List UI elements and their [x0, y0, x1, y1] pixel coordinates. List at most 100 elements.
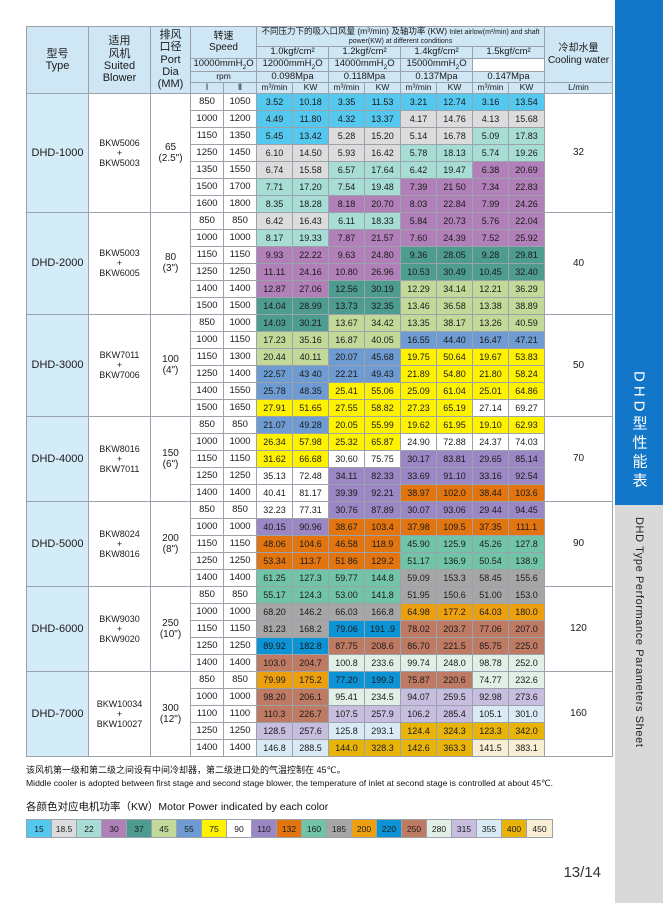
airflow-cell: 66.03 [328, 602, 366, 621]
model-cell: DHD-1000 [26, 92, 89, 213]
header-speed-cn: 转速 [213, 31, 234, 43]
rpm-stage-2-cell: 1400 [222, 738, 258, 757]
airflow-cell: 6.42 [256, 211, 294, 230]
airflow-cell: 33.69 [400, 466, 438, 485]
power-cell: 85.14 [508, 449, 546, 468]
table-row: 1400 1400 40.41 81.17 39.39 92.21 38.97 102.0 38… [27, 483, 613, 502]
header-pressure-mmh2o-1: 10000mmH2O [189, 57, 258, 72]
airflow-cell: 30.60 [328, 449, 366, 468]
airflow-cell: 92.98 [472, 687, 510, 706]
blower-cell: BKW8016 + BKW7011 [88, 415, 151, 502]
power-cell: 257.6 [292, 721, 330, 740]
model-cell: DHD-3000 [26, 313, 89, 417]
airflow-cell: 79.99 [256, 670, 294, 689]
table-row: 1400 1400 146.8 288.5 144.0 328.3 142.6 363.3 14… [27, 738, 613, 757]
rpm-stage-1-cell: 1000 [190, 109, 224, 128]
power-cell: 65.87 [364, 432, 402, 451]
spec-sheet: 型号 Type 适用 风机 Suited Blower 排风 口径 Port D… [26, 25, 614, 839]
power-cell: 207.0 [508, 619, 546, 638]
power-cell: 13.54 [508, 92, 546, 111]
note-line-en: Middle cooler is adopted between first s… [26, 778, 554, 789]
airflow-cell: 38.97 [400, 483, 438, 502]
rpm-stage-1-cell: 1100 [190, 704, 224, 723]
airflow-cell: 51.00 [472, 585, 510, 604]
power-cell: 19.33 [292, 228, 330, 247]
table-row: 1000 1000 68.20 146.2 66.03 166.8 64.98 177.2 64… [27, 602, 613, 621]
table-row: 1350 1550 6.74 15.58 6.57 17.64 6.42 19.47 6.38 2… [27, 160, 613, 179]
header-speed: 转速 Speed [189, 26, 258, 59]
power-cell: 20.70 [364, 194, 402, 213]
airflow-cell: 5.76 [472, 211, 510, 230]
legend-swatch: 18.5 [52, 820, 77, 838]
airflow-cell: 25.01 [472, 381, 510, 400]
airflow-cell: 14.04 [256, 296, 294, 315]
blower-cell: BKW9030 + BKW9020 [88, 585, 151, 672]
power-cell: 15.20 [364, 126, 402, 145]
table-row: 1500 1500 14.04 28.99 13.73 32.35 13.46 36.58 13… [27, 296, 613, 315]
table-row: 1100 1100 110.3 226.7 107.5 257.9 106.2 285.4 10… [27, 704, 613, 723]
power-cell: 136.9 [436, 551, 474, 570]
airflow-cell: 27.23 [400, 398, 438, 417]
table-row: DHD-4000 BKW8016 + BKW7011 150 (6") 850 850 21.0… [26, 415, 614, 502]
table-row: DHD-1000 BKW5006 + BKW5003 65 (2.5") 850 1050 3.… [26, 92, 614, 213]
airflow-cell: 105.1 [472, 704, 510, 723]
rpm-stage-1-cell: 1400 [190, 738, 224, 757]
airflow-cell: 98.20 [256, 687, 294, 706]
legend-swatch: 90 [227, 820, 252, 838]
airflow-cell: 53.34 [256, 551, 294, 570]
power-cell: 127.8 [508, 534, 546, 553]
header-pressure-kgf-3: 1.4kgf/cm² [400, 45, 474, 59]
blower-cell: BKW5003 + BKW6005 [88, 211, 151, 315]
table-row: 1150 1150 9.93 22.22 9.63 24.80 9.36 28.05 9.28 2… [27, 245, 613, 264]
airflow-cell: 12.21 [472, 279, 510, 298]
airflow-cell: 8.17 [256, 228, 294, 247]
power-cell: 18.13 [436, 143, 474, 162]
airflow-cell: 16.47 [472, 330, 510, 349]
power-cell: 11.53 [364, 92, 402, 111]
airflow-cell: 24.90 [400, 432, 438, 451]
power-cell: 342.0 [508, 721, 546, 740]
header-port-cn2: 口径 [159, 41, 182, 54]
airflow-cell: 40.15 [256, 517, 294, 536]
airflow-cell: 37.35 [472, 517, 510, 536]
table-row: 1150 1150 31.62 66.68 30.60 75.75 30.17 83.81 29… [27, 449, 613, 468]
power-cell: 72.88 [436, 432, 474, 451]
airflow-cell: 4.13 [472, 109, 510, 128]
airflow-cell: 87.75 [328, 636, 366, 655]
power-cell: 21.57 [364, 228, 402, 247]
header-pressure-mpa-4: 0.147Mpa [472, 70, 546, 84]
header-pressure-mmh2o-3: 14000mmH2O [328, 57, 402, 72]
power-cell: 182.8 [292, 636, 330, 655]
power-cell: 58.24 [508, 364, 546, 383]
airflow-cell: 5.45 [256, 126, 294, 145]
header-blower-en2: Blower [102, 72, 137, 85]
header-blower-en1: Suited [103, 59, 136, 72]
power-cell: 92.54 [508, 466, 546, 485]
header-blower-cn1: 适用 [108, 35, 131, 48]
airflow-cell: 16.55 [400, 330, 438, 349]
power-cell: 26.96 [364, 262, 402, 281]
rpm-stage-1-cell: 1400 [190, 568, 224, 587]
power-cell: 43 40 [292, 364, 330, 383]
power-cell: 203.7 [436, 619, 474, 638]
side-tab-title-cn: DHD型性能表 [630, 370, 648, 492]
rpm-stage-2-cell: 1150 [222, 619, 258, 638]
power-cell: 72.48 [292, 466, 330, 485]
power-cell: 208.6 [364, 636, 402, 655]
power-cell: 221.5 [436, 636, 474, 655]
airflow-cell: 6.42 [400, 160, 438, 179]
airflow-cell: 50.54 [472, 551, 510, 570]
power-cell: 24.16 [292, 262, 330, 281]
rpm-stage-2-cell: 1000 [222, 517, 258, 536]
port-dia-cell: 100 (4") [150, 313, 191, 417]
cooling-water-cell: 70 [544, 415, 614, 502]
airflow-cell: 64.98 [400, 602, 438, 621]
rpm-stage-1-cell: 850 [190, 92, 224, 111]
rpm-stage-2-cell: 850 [222, 500, 258, 519]
header-port-unit: (MM) [157, 78, 184, 91]
blower-cell: BKW5006 + BKW5003 [88, 92, 151, 213]
power-cell: 10.18 [292, 92, 330, 111]
power-cell: 232.6 [508, 670, 546, 689]
port-dia-cell: 200 (8") [150, 500, 191, 587]
airflow-cell: 4.49 [256, 109, 294, 128]
